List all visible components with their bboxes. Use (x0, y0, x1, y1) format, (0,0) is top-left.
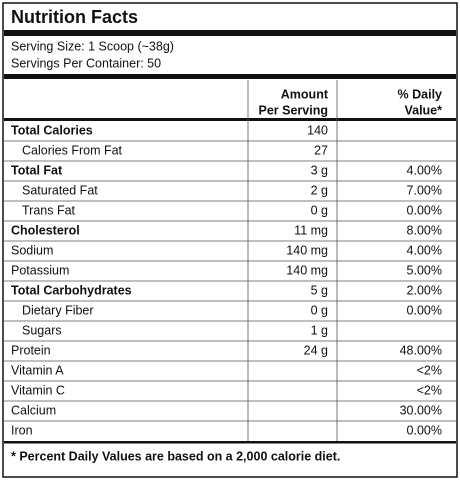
row-amount: 140 mg (286, 263, 328, 277)
row-amount: 11 mg (294, 223, 328, 237)
row-daily-value: 0.00% (407, 303, 442, 317)
title: Nutrition Facts (11, 7, 138, 27)
row-amount: 140 mg (286, 243, 328, 257)
row-label: Sugars (22, 323, 62, 337)
servings-per-container: Servings Per Container: 50 (11, 56, 161, 70)
row-amount: 5 g (311, 283, 328, 297)
row-daily-value: 5.00% (407, 263, 442, 277)
row-label: Trans Fat (22, 203, 76, 217)
row-amount: 0 g (311, 203, 328, 217)
row-label: Saturated Fat (22, 183, 98, 197)
row-label: Dietary Fiber (22, 303, 94, 317)
row-amount: 1 g (311, 323, 328, 337)
serving-size: Serving Size: 1 Scoop (~38g) (11, 39, 174, 53)
row-amount: 3 g (311, 163, 328, 177)
row-label: Vitamin C (11, 383, 65, 397)
row-label: Cholesterol (11, 223, 80, 237)
title-bar (4, 30, 456, 36)
row-daily-value: 4.00% (407, 243, 442, 257)
row-amount: 2 g (311, 183, 328, 197)
row-label: Protein (11, 343, 51, 357)
header-bar (4, 118, 456, 121)
footnote: * Percent Daily Values are based on a 2,… (11, 449, 340, 463)
row-label: Total Carbohydrates (11, 283, 132, 297)
row-daily-value: 30.00% (400, 403, 442, 417)
row-label: Potassium (11, 263, 69, 277)
row-daily-value: 0.00% (407, 203, 442, 217)
row-label: Iron (11, 423, 33, 437)
serving-bar (4, 74, 456, 79)
amount-header: Per Serving (259, 103, 328, 117)
amount-header: Amount (281, 87, 329, 101)
row-daily-value: <2% (417, 363, 442, 377)
dv-header: Value* (404, 103, 442, 117)
row-label: Calories From Fat (22, 143, 123, 157)
row-label: Vitamin A (11, 363, 64, 377)
footer-bar (4, 441, 456, 444)
row-daily-value: 2.00% (407, 283, 442, 297)
row-amount: 27 (314, 143, 328, 157)
row-daily-value: 7.00% (407, 183, 442, 197)
row-daily-value: 0.00% (407, 423, 442, 437)
row-label: Total Calories (11, 123, 93, 137)
row-daily-value: <2% (417, 383, 442, 397)
dv-header: % Daily (398, 87, 443, 101)
row-daily-value: 4.00% (407, 163, 442, 177)
row-amount: 140 (307, 123, 328, 137)
row-amount: 24 g (304, 343, 328, 357)
row-daily-value: 8.00% (407, 223, 442, 237)
row-daily-value: 48.00% (400, 343, 442, 357)
row-label: Calcium (11, 403, 56, 417)
row-label: Sodium (11, 243, 53, 257)
row-amount: 0 g (311, 303, 328, 317)
row-label: Total Fat (11, 163, 63, 177)
